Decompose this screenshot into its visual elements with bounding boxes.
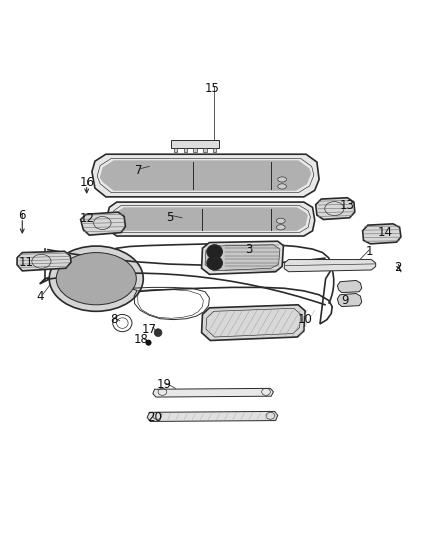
Polygon shape [205,245,280,271]
Text: 13: 13 [340,199,355,212]
Polygon shape [107,202,315,236]
Text: 5: 5 [166,211,174,224]
Text: 16: 16 [79,175,94,189]
Text: 19: 19 [156,378,171,391]
Text: 10: 10 [297,313,312,326]
Polygon shape [337,280,362,293]
Polygon shape [153,389,273,397]
Ellipse shape [207,256,223,270]
Polygon shape [17,251,71,271]
Text: 7: 7 [135,164,143,177]
Text: 4: 4 [37,289,44,303]
Polygon shape [213,148,216,152]
Polygon shape [171,140,219,148]
Ellipse shape [154,329,162,336]
Text: 11: 11 [19,256,34,269]
Ellipse shape [145,340,152,346]
Text: 20: 20 [148,411,162,424]
Polygon shape [193,148,197,152]
Ellipse shape [276,218,285,223]
Text: 17: 17 [142,322,157,336]
Polygon shape [316,198,355,220]
Text: 15: 15 [205,82,220,94]
Ellipse shape [278,184,286,189]
Polygon shape [100,160,311,191]
Polygon shape [92,154,319,197]
Polygon shape [201,241,283,274]
Text: 14: 14 [378,226,393,239]
Polygon shape [184,148,187,152]
Ellipse shape [278,177,286,182]
Ellipse shape [56,253,136,305]
Polygon shape [337,294,362,306]
Text: 18: 18 [134,333,149,346]
Text: 2: 2 [394,261,401,274]
Text: 9: 9 [342,294,349,307]
Text: 8: 8 [110,313,117,326]
Polygon shape [114,207,308,231]
Ellipse shape [207,245,223,259]
Text: 12: 12 [80,212,95,225]
Text: 3: 3 [245,244,252,256]
Polygon shape [81,212,125,235]
Polygon shape [284,260,376,272]
Polygon shape [363,224,401,244]
Text: 6: 6 [18,208,26,222]
Text: 1: 1 [365,245,373,258]
Polygon shape [201,305,305,341]
Polygon shape [174,148,177,152]
Polygon shape [147,411,278,422]
Polygon shape [203,148,207,152]
Ellipse shape [276,225,285,230]
Ellipse shape [49,246,143,311]
